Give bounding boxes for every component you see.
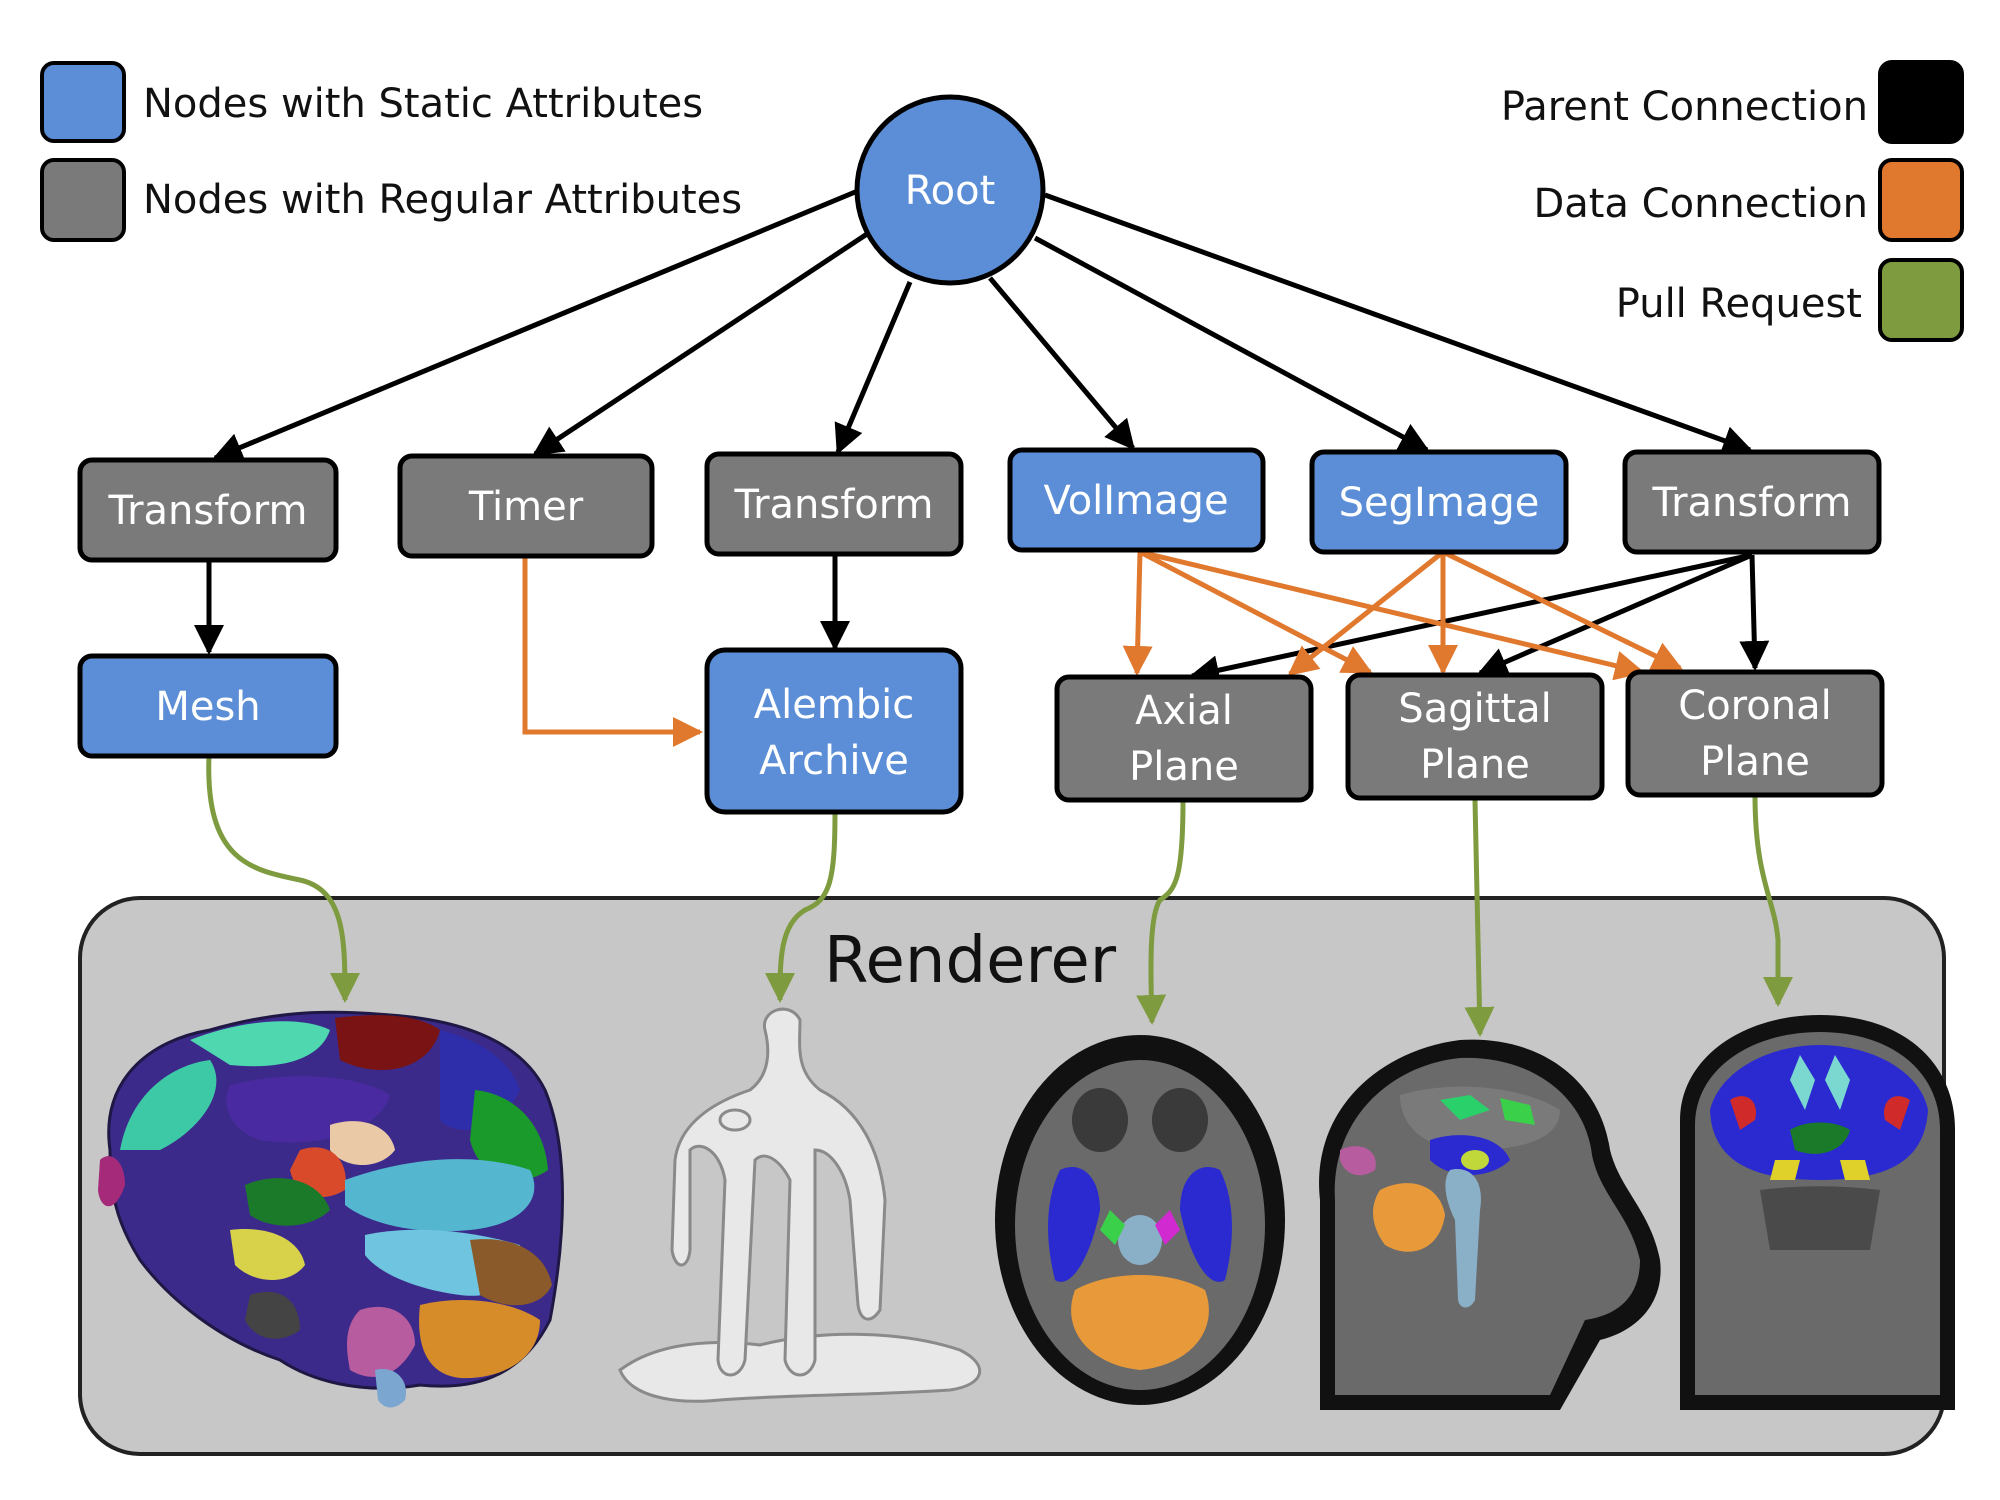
edge-volimage-sagittal xyxy=(1138,549,1373,675)
legend-parent-connection: Parent Connection xyxy=(1501,60,1964,144)
legend-data-connection: Data Connection xyxy=(1533,158,1964,242)
renderer-title: Renderer xyxy=(824,924,1117,998)
edge-transform-3-axial xyxy=(1189,552,1753,685)
edge-root-transform-1 xyxy=(212,187,861,462)
node-transform-2[interactable]: Transform xyxy=(704,451,964,557)
alembic-surface-render xyxy=(618,1007,982,1403)
legend-regular-label: Nodes with Regular Attributes xyxy=(143,177,742,223)
edge-segimage-axial xyxy=(1287,550,1445,676)
edge-coronal-renderer xyxy=(1752,794,1793,1007)
edge-mesh-renderer xyxy=(206,755,360,1003)
node-segimage[interactable]: SegImage xyxy=(1309,449,1569,555)
node-axial-plane[interactable]: Axial Plane xyxy=(1054,674,1314,803)
node-sagittal-plane[interactable]: Sagittal Plane xyxy=(1345,672,1605,801)
legend-swatch-pull xyxy=(1878,258,1964,342)
node-coronal-plane[interactable]: Coronal Plane xyxy=(1625,669,1885,798)
node-coronal-plane-label-line1: Coronal xyxy=(1678,683,1831,729)
sagittal-slice-image xyxy=(1319,1039,1661,1410)
node-sagittal-plane-label-line2: Plane xyxy=(1420,742,1530,788)
legend-pull-label: Pull Request xyxy=(1616,281,1862,327)
node-axial-plane-label-line1: Axial xyxy=(1135,688,1233,734)
edge-alembic-renderer xyxy=(765,811,838,1003)
node-segimage-label: SegImage xyxy=(1339,480,1540,526)
legend-swatch-static xyxy=(40,61,126,143)
node-alembic-archive-label-line2: Archive xyxy=(759,738,909,784)
legend-swatch-data xyxy=(1878,158,1964,242)
legend-pull-request: Pull Request xyxy=(1616,258,1964,342)
edge-transform-3-coronal xyxy=(1739,554,1770,671)
edge-transform-3-sagittal xyxy=(1477,552,1753,677)
edge-volimage-axial xyxy=(1122,551,1153,676)
node-timer[interactable]: Timer xyxy=(397,453,655,559)
node-volimage[interactable]: VolImage xyxy=(1007,447,1266,553)
node-coronal-plane-label-line2: Plane xyxy=(1700,739,1810,785)
node-transform-1-label: Transform xyxy=(108,488,308,534)
parent-connections xyxy=(194,187,1770,685)
edge-axial-renderer xyxy=(1136,799,1186,1025)
edge-root-transform-2 xyxy=(834,281,913,455)
brain-mesh-render xyxy=(98,1010,564,1408)
edge-root-volimage xyxy=(988,276,1135,451)
node-alembic-archive[interactable]: Alembic Archive xyxy=(704,647,964,815)
node-mesh[interactable]: Mesh xyxy=(77,653,339,759)
node-transform-1[interactable]: Transform xyxy=(77,457,339,563)
node-root-label: Root xyxy=(905,168,996,214)
legend-static-nodes: Nodes with Static Attributes xyxy=(40,61,703,143)
node-timer-label: Timer xyxy=(468,484,584,530)
legend-regular-nodes: Nodes with Regular Attributes xyxy=(40,158,742,242)
edge-sagittal-renderer xyxy=(1464,799,1495,1037)
data-connections xyxy=(522,549,1683,747)
axial-slice-image xyxy=(995,1035,1285,1405)
legend-swatch-parent xyxy=(1878,60,1964,144)
edge-timer-alembic xyxy=(522,556,703,747)
legend-static-label: Nodes with Static Attributes xyxy=(143,81,703,127)
node-transform-3[interactable]: Transform xyxy=(1622,449,1882,555)
node-transform-2-label: Transform xyxy=(734,482,934,528)
edge-volimage-coronal xyxy=(1139,549,1645,681)
node-alembic-archive-label-line1: Alembic xyxy=(754,682,915,728)
node-axial-plane-label-line2: Plane xyxy=(1129,744,1239,790)
edge-root-timer xyxy=(532,229,872,457)
edge-root-segimage xyxy=(1033,235,1430,453)
legend-parent-label: Parent Connection xyxy=(1501,84,1868,130)
legend-data-label: Data Connection xyxy=(1533,181,1868,227)
node-mesh-label: Mesh xyxy=(155,684,260,730)
edge-segimage-coronal xyxy=(1441,549,1683,671)
pull-request-connections xyxy=(206,755,1793,1037)
legend-swatch-regular xyxy=(40,158,126,242)
coronal-slice-image xyxy=(1680,1015,1955,1410)
edge-root-transform-3 xyxy=(1044,192,1753,455)
node-root[interactable]: Root xyxy=(854,94,1046,286)
node-volimage-label: VolImage xyxy=(1043,478,1228,524)
node-sagittal-plane-label-line1: Sagittal xyxy=(1398,686,1551,732)
node-transform-3-label: Transform xyxy=(1652,480,1852,526)
